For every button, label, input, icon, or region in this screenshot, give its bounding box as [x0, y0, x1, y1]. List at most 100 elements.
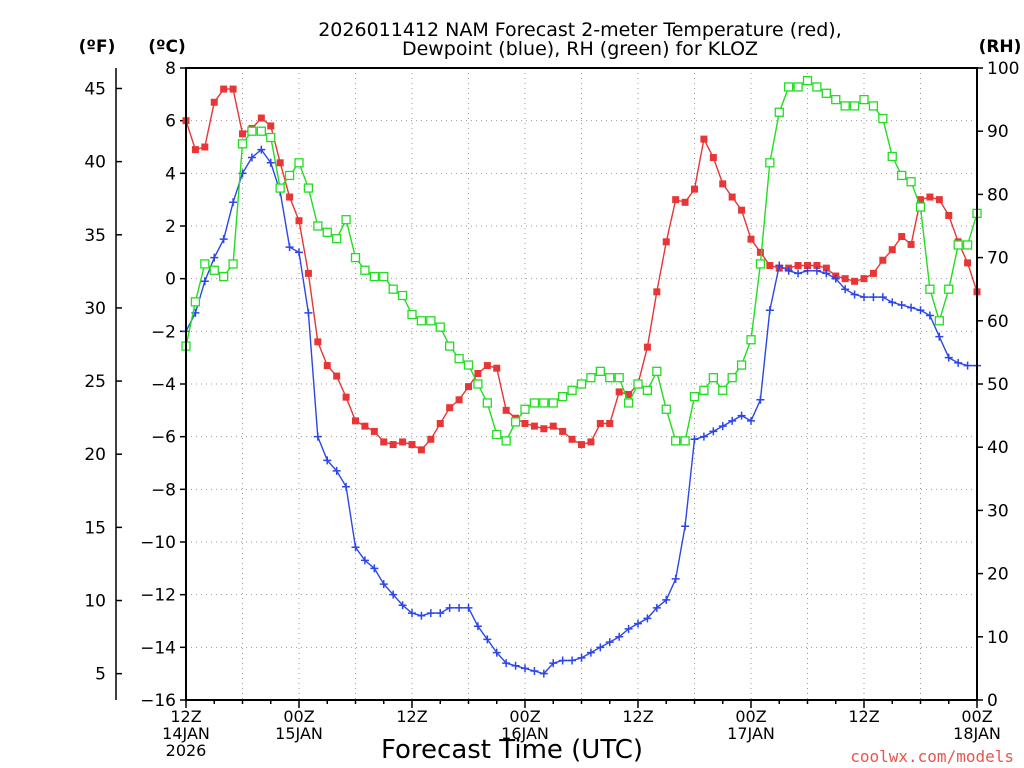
dewpoint-point: [558, 656, 567, 665]
dewpoint-point: [737, 411, 746, 420]
temperature-point: [672, 196, 680, 204]
temperature-point: [408, 441, 416, 449]
temperature-point: [380, 438, 388, 446]
temperature-point: [888, 246, 896, 254]
temperature-point: [860, 275, 868, 283]
rh-tick-label: 10: [987, 628, 1009, 648]
rh-point: [689, 391, 700, 402]
plot-frame: [185, 67, 978, 701]
dewpoint-point: [775, 261, 784, 270]
rh-point: [718, 385, 728, 395]
rh-point: [548, 398, 558, 408]
dewpoint-point: [455, 603, 464, 612]
temperature-point: [314, 338, 322, 346]
dewpoint-point: [483, 635, 492, 644]
rh-point: [379, 271, 389, 282]
temperature-point: [229, 85, 237, 93]
rh-point: [275, 183, 285, 193]
dewpoint-point: [831, 274, 840, 283]
dewpoint-point: [586, 648, 595, 657]
rh-point: [736, 360, 747, 370]
fahrenheit-tick-label: 15: [84, 518, 106, 538]
dewpoint-point: [568, 656, 577, 665]
rh-point: [812, 82, 822, 92]
rh-point: [426, 316, 436, 326]
celsius-tick-label: 4: [165, 164, 176, 184]
temperature-point: [917, 196, 924, 204]
dewpoint-point: [379, 580, 388, 589]
series-dewpoint: [182, 145, 981, 678]
x-axis-title: Forecast Time (UTC): [381, 735, 643, 765]
dewpoint-point: [398, 601, 407, 610]
rh-point: [219, 271, 229, 282]
temperature-point: [653, 288, 661, 296]
rh-point: [350, 252, 361, 263]
dewpoint-point: [925, 311, 934, 320]
celsius-tick-label: −12: [140, 586, 176, 606]
dewpoint-point: [511, 661, 520, 670]
rh-point: [849, 101, 860, 111]
temperature-point: [455, 396, 463, 404]
rh-point: [558, 391, 568, 402]
temperature-point: [841, 275, 849, 283]
rh-point: [510, 417, 521, 427]
temperature-point: [210, 98, 218, 106]
rh-point: [492, 429, 502, 440]
fahrenheit-axis: 45 40 35 30 25 20 15 10 5: [84, 68, 122, 700]
rh-tick-label: 70: [987, 249, 1009, 269]
x-tick-label: 12Z: [396, 707, 427, 726]
rh-point: [699, 385, 709, 395]
dewpoint-point: [944, 353, 953, 362]
dewpoint-point: [615, 632, 624, 641]
dewpoint-point: [690, 435, 699, 444]
dewpoint-point: [502, 659, 511, 668]
credit-text: coolwx.com/models: [850, 747, 1014, 766]
temperature-point: [738, 206, 746, 214]
rh-point: [897, 170, 907, 181]
temperature-point: [794, 262, 802, 269]
rh-point: [661, 404, 671, 414]
temperature-point: [700, 135, 708, 143]
rh-point: [878, 113, 888, 124]
dewpoint-point: [464, 603, 473, 612]
x-tick-label: 12Z: [622, 707, 653, 726]
temperature-point: [399, 438, 407, 446]
temperature-point: [822, 264, 830, 272]
rh-point: [294, 158, 304, 168]
dewpoint-point: [765, 306, 774, 315]
temperature-point: [851, 277, 859, 285]
rh-point: [501, 436, 511, 446]
temperature-point: [239, 130, 246, 138]
celsius-axis: 8 6 4 2 0 −2 −4 −6 −8 −10 −12 −14 −16: [140, 59, 186, 711]
temperature-point: [907, 240, 915, 248]
rh-point: [831, 94, 841, 105]
rh-point: [708, 373, 718, 383]
x-tick-label: 00Z: [961, 707, 992, 726]
temperature-point: [709, 154, 717, 162]
rh-point: [680, 436, 690, 446]
dewpoint-point: [699, 432, 708, 441]
dewpoint-point: [445, 603, 454, 612]
fahrenheit-tick-label: 45: [84, 79, 106, 99]
dewpoint-point: [709, 427, 718, 436]
dewpoint-point: [313, 432, 322, 441]
x-tick-label: 15JAN: [275, 724, 323, 743]
temperature-point: [389, 441, 397, 449]
rh-point: [190, 297, 201, 307]
temperature-point: [945, 211, 953, 219]
rh-point: [247, 126, 257, 136]
rh-point: [445, 341, 455, 351]
rh-tick-label: 20: [987, 565, 1009, 585]
celsius-tick-label: −2: [151, 322, 176, 342]
celsius-tick-label: 8: [165, 59, 176, 79]
temperature-point: [521, 420, 529, 427]
dewpoint-point: [643, 614, 652, 623]
temperature-point: [662, 238, 670, 246]
rh-point: [586, 373, 596, 383]
rh-point: [953, 240, 963, 250]
dewpoint-point: [351, 543, 360, 552]
dewpoint-point: [342, 482, 351, 491]
temperature-point: [879, 256, 887, 264]
